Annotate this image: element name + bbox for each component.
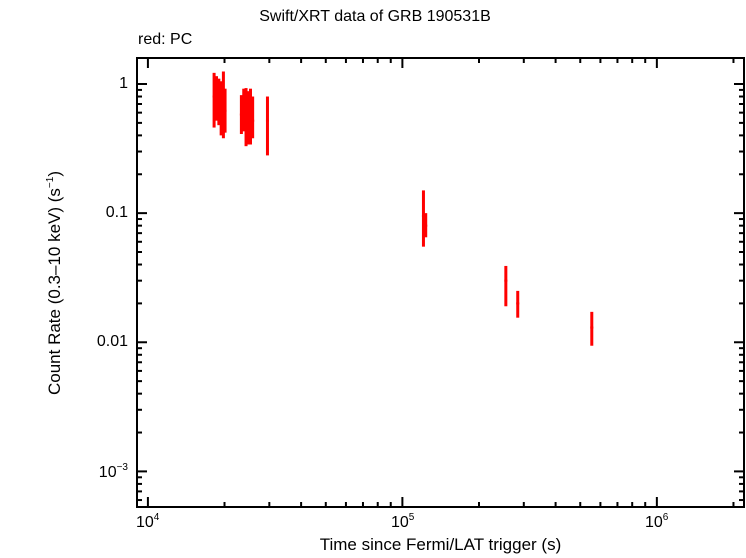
data-series-pc [212, 71, 594, 346]
chart-subtitle: red: PC [138, 31, 193, 48]
x-tick-label-1e6: 106 [645, 512, 669, 531]
y-tick-label-1: 1 [119, 75, 128, 92]
plot-frame [136, 57, 745, 508]
y-tick-label-0.1: 0.1 [105, 204, 128, 221]
x-tick-label-1e4: 104 [136, 512, 160, 531]
chart-title: Swift/XRT data of GRB 190531B [259, 8, 491, 25]
x-axis-label: Time since Fermi/LAT trigger (s) [319, 535, 562, 554]
x-tick-label-1e5: 105 [391, 512, 415, 531]
axis-ticks [137, 58, 744, 507]
y-tick-label-0.01: 0.01 [96, 333, 128, 350]
y-axis-label: Count Rate (0.3–10 keV) (s−1) [45, 170, 64, 396]
y-tick-label-1e-3: 10−3 [98, 462, 128, 481]
